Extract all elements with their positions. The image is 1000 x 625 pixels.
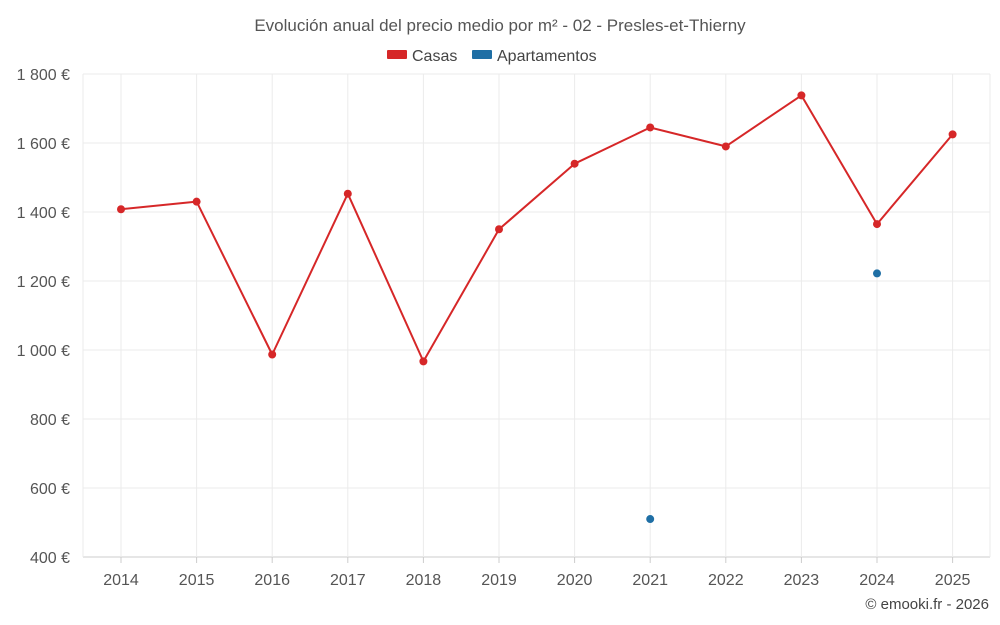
y-tick-label: 1 400 € bbox=[17, 205, 70, 222]
y-tick-label: 800 € bbox=[30, 412, 70, 429]
grid bbox=[82, 73, 991, 563]
y-tick-label: 1 000 € bbox=[17, 343, 70, 360]
x-tick-label: 2014 bbox=[103, 572, 139, 589]
data-point-casas[interactable] bbox=[343, 189, 352, 198]
legend-swatch-casas bbox=[387, 50, 407, 59]
legend: Casas Apartamentos bbox=[387, 48, 597, 65]
x-tick-label: 2024 bbox=[859, 572, 895, 589]
data-point-casas[interactable] bbox=[117, 205, 125, 214]
data-point-casas[interactable] bbox=[268, 350, 277, 359]
plot-area bbox=[117, 91, 957, 524]
data-point-casas[interactable] bbox=[419, 357, 428, 366]
y-axis-labels: 400 € 600 € 800 € 1 000 € 1 200 € 1 400 € 1 60… bbox=[17, 67, 70, 567]
credit: © emooki.fr - 2026 bbox=[865, 596, 989, 613]
y-tick-label: 1 200 € bbox=[17, 274, 70, 291]
data-point-casas[interactable] bbox=[948, 130, 957, 139]
x-tick-label: 2022 bbox=[708, 572, 744, 589]
chart-title: Evolución anual del precio medio por m² … bbox=[254, 16, 746, 35]
series-casas bbox=[117, 91, 957, 366]
x-tick-label: 2020 bbox=[557, 572, 593, 589]
legend-swatch-apartamentos bbox=[472, 50, 492, 59]
x-tick-label: 2023 bbox=[784, 572, 820, 589]
legend-label-casas: Casas bbox=[412, 48, 457, 65]
data-point-casas[interactable] bbox=[797, 91, 806, 100]
data-point-casas[interactable] bbox=[570, 159, 579, 168]
x-tick-label: 2021 bbox=[632, 572, 668, 589]
x-tick-label: 2018 bbox=[406, 572, 442, 589]
series-line-casas bbox=[120, 94, 954, 363]
x-tick-label: 2016 bbox=[254, 572, 290, 589]
x-tick-label: 2017 bbox=[330, 572, 366, 589]
x-tick-label: 2019 bbox=[481, 572, 517, 589]
series-apartamentos bbox=[646, 269, 881, 524]
data-point-apartamentos[interactable] bbox=[646, 515, 655, 524]
data-point-casas[interactable] bbox=[646, 123, 655, 132]
data-point-casas[interactable] bbox=[721, 142, 730, 151]
data-point-casas[interactable] bbox=[495, 225, 503, 234]
y-tick-label: 400 € bbox=[30, 550, 70, 567]
data-point-casas[interactable] bbox=[873, 220, 881, 229]
x-tick-label: 2025 bbox=[935, 572, 971, 589]
legend-item-casas[interactable]: Casas bbox=[387, 48, 457, 65]
x-tick-label: 2015 bbox=[179, 572, 215, 589]
x-axis-labels: 2014 2015 2016 2017 2018 2019 2020 2021 2022 2023… bbox=[103, 572, 970, 589]
legend-item-apartamentos[interactable]: Apartamentos bbox=[472, 48, 597, 65]
y-tick-label: 600 € bbox=[30, 481, 70, 498]
y-tick-label: 1 800 € bbox=[17, 67, 70, 84]
data-point-apartamentos[interactable] bbox=[873, 269, 881, 278]
y-tick-label: 1 600 € bbox=[17, 136, 70, 153]
legend-label-apartamentos: Apartamentos bbox=[497, 48, 597, 65]
data-point-casas[interactable] bbox=[192, 197, 201, 206]
